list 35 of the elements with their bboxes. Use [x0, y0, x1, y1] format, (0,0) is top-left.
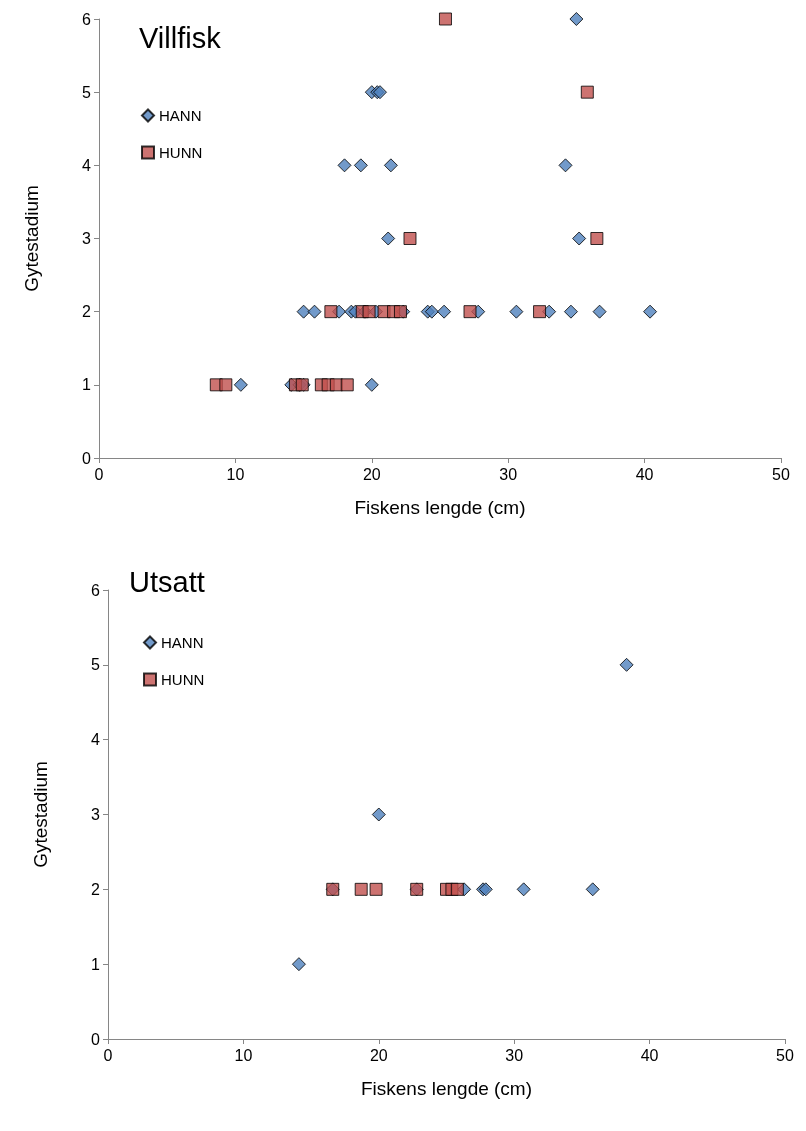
y-tick-label: 2 — [82, 303, 92, 321]
x-tick-label: 0 — [103, 1046, 113, 1064]
legend-label: HUNN — [159, 144, 203, 161]
y-tick-label: 1 — [91, 955, 101, 973]
chart-title: Villfisk — [139, 21, 222, 54]
y-tick-label: 1 — [82, 376, 92, 394]
y-axis-title: Gytestadium — [21, 185, 42, 292]
x-axis-title: Fiskens lengde (cm) — [360, 1078, 533, 1099]
legend-label: HANN — [159, 107, 202, 124]
x-tick-label: 50 — [776, 1046, 794, 1064]
x-tick-label: 10 — [234, 1046, 253, 1064]
legend-label: HANN — [161, 634, 204, 651]
x-tick-label: 40 — [640, 1046, 659, 1064]
y-tick-label: 4 — [82, 156, 92, 174]
y-tick-label: 4 — [91, 731, 101, 749]
x-tick-label: 50 — [772, 465, 790, 483]
x-tick-label: 10 — [226, 465, 245, 483]
legend-label: HUNN — [161, 671, 205, 688]
y-tick-label: 3 — [91, 806, 101, 823]
x-tick-label: 40 — [635, 465, 654, 483]
y-tick-label: 6 — [82, 10, 92, 28]
y-tick-label: 2 — [91, 880, 101, 898]
x-tick-label: 20 — [362, 465, 381, 483]
y-tick-label: 5 — [91, 656, 101, 674]
x-axis-title: Fiskens lengde (cm) — [354, 497, 526, 518]
x-tick-label: 30 — [499, 465, 518, 483]
y-tick-label: 3 — [82, 230, 92, 247]
y-axis-title: Gytestadium — [30, 761, 51, 868]
y-tick-label: 5 — [82, 83, 92, 101]
y-tick-label: 0 — [91, 1030, 101, 1048]
x-tick-label: 20 — [369, 1046, 388, 1064]
y-tick-label: 6 — [91, 581, 101, 599]
x-tick-label: 30 — [505, 1046, 524, 1064]
chart-title: Utsatt — [129, 565, 205, 598]
y-tick-label: 0 — [82, 449, 92, 467]
